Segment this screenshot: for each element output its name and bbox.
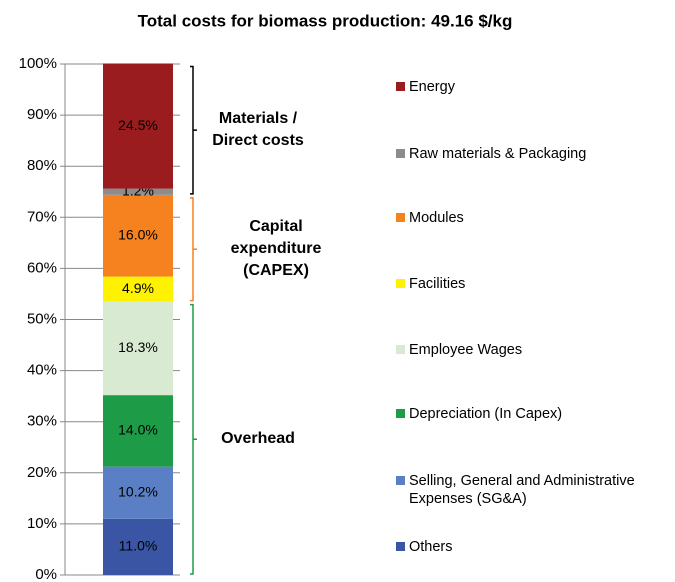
legend-item: Depreciation (In Capex)	[396, 405, 675, 423]
legend-swatch	[396, 345, 405, 354]
bracket	[190, 303, 197, 575]
legend-item: Employee Wages	[396, 341, 675, 359]
y-tick-label: 0%	[35, 566, 57, 582]
bar-segment	[103, 395, 173, 467]
legend-swatch	[396, 542, 405, 551]
bar-segment	[103, 518, 173, 575]
legend-label: Others	[409, 539, 453, 555]
legend-label: Employee Wages	[409, 342, 523, 358]
annotation: Capital expenditure (CAPEX)	[230, 218, 322, 280]
bar-segment	[103, 188, 173, 195]
legend-swatch	[396, 149, 405, 158]
data-label: 11.0%	[119, 538, 158, 554]
y-tick-label: 90%	[27, 106, 57, 123]
legend-swatch	[396, 82, 405, 91]
bracket-line	[190, 197, 197, 302]
y-tick-label: 70%	[27, 208, 57, 225]
data-label: 18.3%	[118, 339, 158, 355]
bar-segment	[103, 301, 173, 396]
annotation: Overhead	[221, 430, 295, 448]
legend-item: Facilities	[396, 275, 675, 293]
bar-segment	[103, 194, 173, 277]
data-label: 10.2%	[118, 483, 158, 499]
legend-label: Selling, General and Administrative Expe…	[409, 473, 635, 507]
y-tick-label: 20%	[27, 464, 57, 481]
bar-segment	[103, 63, 173, 189]
bracket-line	[190, 303, 197, 575]
legend-swatch	[396, 476, 405, 485]
legend-item: Raw materials & Packaging	[396, 145, 675, 163]
bar-segment	[103, 276, 173, 302]
legend-swatch	[396, 279, 405, 288]
legend-label: Modules	[409, 210, 464, 226]
y-tick-label: 50%	[27, 310, 57, 327]
chart-title: Total costs for biomass production: 49.1…	[138, 11, 513, 30]
bracket	[190, 197, 197, 302]
bracket-line	[190, 65, 197, 195]
legend-item: Energy	[396, 78, 675, 96]
bracket	[190, 65, 197, 195]
y-tick-label: 100%	[19, 55, 57, 72]
legend-item: Modules	[396, 209, 675, 227]
y-tick-label: 40%	[27, 362, 57, 379]
legend-item: Selling, General and Administrative Expe…	[396, 472, 675, 508]
legend-label: Raw materials & Packaging	[409, 146, 587, 162]
legend-label: Facilities	[409, 276, 466, 292]
data-label: 14.0%	[118, 422, 158, 438]
legend-swatch	[396, 213, 405, 222]
y-tick-label: 10%	[27, 515, 57, 532]
annotation: Materials / Direct costs	[212, 110, 304, 150]
data-label: 24.5%	[118, 117, 158, 133]
y-tick-label: 80%	[27, 157, 57, 174]
legend-item: Others	[396, 538, 675, 556]
legend-label: Energy	[409, 79, 455, 95]
legend-label: Depreciation (In Capex)	[409, 406, 563, 422]
y-tick-label: 30%	[27, 413, 57, 430]
legend-swatch	[396, 409, 405, 418]
y-tick-label: 60%	[27, 259, 57, 276]
data-label: 16.0%	[118, 226, 158, 242]
bar-segment	[103, 466, 173, 519]
data-label: 4.9%	[122, 280, 154, 296]
